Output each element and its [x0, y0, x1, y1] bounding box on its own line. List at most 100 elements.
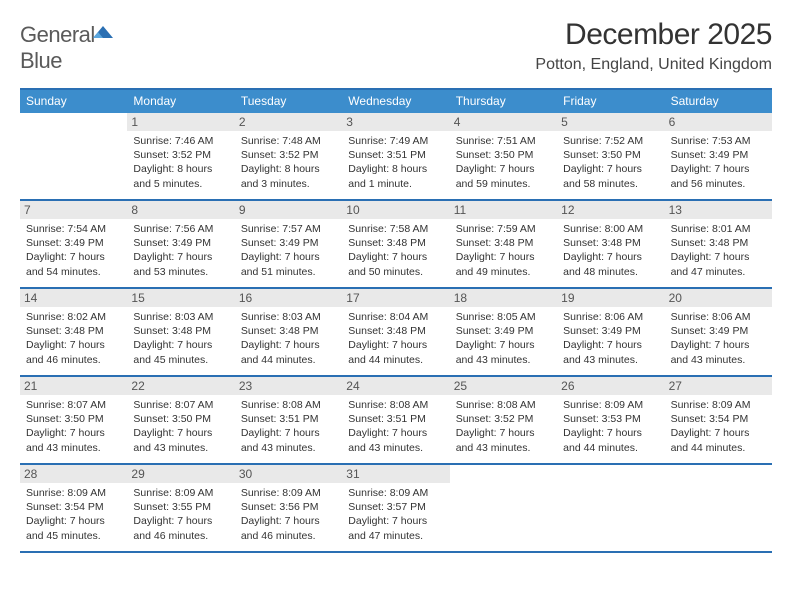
day-cell: 21 Sunrise: 8:07 AMSunset: 3:50 PMDayligh… [20, 377, 127, 463]
sunrise-text: Sunrise: 8:01 AM [671, 222, 766, 236]
day-number: 24 [342, 377, 449, 395]
weekday-header: SundayMondayTuesdayWednesdayThursdayFrid… [20, 90, 772, 113]
daylight-text: Daylight: 7 hours and 46 minutes. [241, 514, 336, 542]
daylight-text: Daylight: 7 hours and 47 minutes. [348, 514, 443, 542]
day-info: Sunrise: 8:06 AMSunset: 3:49 PMDaylight:… [563, 310, 658, 367]
day-cell [557, 465, 664, 551]
day-cell: 1 Sunrise: 7:46 AMSunset: 3:52 PMDaylight… [127, 113, 234, 199]
day-number: 11 [450, 201, 557, 219]
day-number: 14 [20, 289, 127, 307]
day-info: Sunrise: 8:09 AMSunset: 3:53 PMDaylight:… [563, 398, 658, 455]
day-info: Sunrise: 7:48 AMSunset: 3:52 PMDaylight:… [241, 134, 336, 191]
day-number: 21 [20, 377, 127, 395]
sunset-text: Sunset: 3:52 PM [241, 148, 336, 162]
sunset-text: Sunset: 3:52 PM [133, 148, 228, 162]
week-row: 7Sunrise: 7:54 AMSunset: 3:49 PMDaylight… [20, 201, 772, 289]
day-cell: 13Sunrise: 8:01 AMSunset: 3:48 PMDayligh… [665, 201, 772, 287]
daylight-text: Daylight: 8 hours and 5 minutes. [133, 162, 228, 190]
sunrise-text: Sunrise: 8:09 AM [241, 486, 336, 500]
sunrise-text: Sunrise: 8:00 AM [563, 222, 658, 236]
day-info: Sunrise: 8:02 AMSunset: 3:48 PMDaylight:… [26, 310, 121, 367]
sunset-text: Sunset: 3:48 PM [671, 236, 766, 250]
day-cell: 16 Sunrise: 8:03 AMSunset: 3:48 PMDayligh… [235, 289, 342, 375]
sunset-text: Sunset: 3:49 PM [26, 236, 121, 250]
sunrise-text: Sunrise: 8:09 AM [671, 398, 766, 412]
day-number: 9 [235, 201, 342, 219]
sunrise-text: Sunrise: 7:52 AM [563, 134, 658, 148]
day-info: Sunrise: 7:58 AMSunset: 3:48 PMDaylight:… [348, 222, 443, 279]
day-info: Sunrise: 7:52 AMSunset: 3:50 PMDaylight:… [563, 134, 658, 191]
day-info: Sunrise: 7:59 AMSunset: 3:48 PMDaylight:… [456, 222, 551, 279]
sunrise-text: Sunrise: 8:08 AM [456, 398, 551, 412]
day-cell: 28Sunrise: 8:09 AMSunset: 3:54 PMDayligh… [20, 465, 127, 551]
day-info: Sunrise: 7:57 AMSunset: 3:49 PMDaylight:… [241, 222, 336, 279]
day-info: Sunrise: 7:46 AMSunset: 3:52 PMDaylight:… [133, 134, 228, 191]
sunset-text: Sunset: 3:49 PM [456, 324, 551, 338]
day-cell: 3Sunrise: 7:49 AMSunset: 3:51 PMDaylight… [342, 113, 449, 199]
day-info: Sunrise: 7:51 AMSunset: 3:50 PMDaylight:… [456, 134, 551, 191]
day-number: 30 [235, 465, 342, 483]
daylight-text: Daylight: 7 hours and 47 minutes. [671, 250, 766, 278]
day-number: 18 [450, 289, 557, 307]
day-number: 15 [127, 289, 234, 307]
day-number: 4 [450, 113, 557, 131]
daylight-text: Daylight: 7 hours and 51 minutes. [241, 250, 336, 278]
day-info: Sunrise: 8:04 AMSunset: 3:48 PMDaylight:… [348, 310, 443, 367]
daylight-text: Daylight: 7 hours and 44 minutes. [241, 338, 336, 366]
sunset-text: Sunset: 3:49 PM [241, 236, 336, 250]
sunset-text: Sunset: 3:52 PM [456, 412, 551, 426]
daylight-text: Daylight: 7 hours and 43 minutes. [133, 426, 228, 454]
daylight-text: Daylight: 7 hours and 43 minutes. [26, 426, 121, 454]
day-cell: 26 Sunrise: 8:09 AMSunset: 3:53 PMDayligh… [557, 377, 664, 463]
logo-text: General Blue [20, 22, 113, 74]
day-info: Sunrise: 8:05 AMSunset: 3:49 PMDaylight:… [456, 310, 551, 367]
day-info: Sunrise: 8:03 AMSunset: 3:48 PMDaylight:… [133, 310, 228, 367]
day-cell: 15 Sunrise: 8:03 AMSunset: 3:48 PMDayligh… [127, 289, 234, 375]
day-info: Sunrise: 8:09 AMSunset: 3:54 PMDaylight:… [26, 486, 121, 543]
sunrise-text: Sunrise: 7:59 AM [456, 222, 551, 236]
day-cell: 23Sunrise: 8:08 AMSunset: 3:51 PMDayligh… [235, 377, 342, 463]
day-number: 26 [557, 377, 664, 395]
sunrise-text: Sunrise: 7:58 AM [348, 222, 443, 236]
sunrise-text: Sunrise: 8:06 AM [671, 310, 766, 324]
day-number: 25 [450, 377, 557, 395]
day-info: Sunrise: 8:08 AMSunset: 3:51 PMDaylight:… [348, 398, 443, 455]
day-number: 16 [235, 289, 342, 307]
daylight-text: Daylight: 7 hours and 49 minutes. [456, 250, 551, 278]
day-number: 2 [235, 113, 342, 131]
daylight-text: Daylight: 8 hours and 3 minutes. [241, 162, 336, 190]
day-info: Sunrise: 8:07 AMSunset: 3:50 PMDaylight:… [26, 398, 121, 455]
sunset-text: Sunset: 3:48 PM [26, 324, 121, 338]
sunset-text: Sunset: 3:54 PM [671, 412, 766, 426]
sunrise-text: Sunrise: 7:54 AM [26, 222, 121, 236]
day-info: Sunrise: 7:54 AMSunset: 3:49 PMDaylight:… [26, 222, 121, 279]
sunrise-text: Sunrise: 7:57 AM [241, 222, 336, 236]
sunset-text: Sunset: 3:50 PM [563, 148, 658, 162]
page: General Blue December 2025 Potton, Engla… [0, 0, 792, 553]
daylight-text: Daylight: 7 hours and 58 minutes. [563, 162, 658, 190]
weekday-label: Saturday [665, 90, 772, 113]
daylight-text: Daylight: 7 hours and 46 minutes. [26, 338, 121, 366]
day-cell: 18 Sunrise: 8:05 AMSunset: 3:49 PMDayligh… [450, 289, 557, 375]
day-cell: 27Sunrise: 8:09 AMSunset: 3:54 PMDayligh… [665, 377, 772, 463]
sunrise-text: Sunrise: 8:09 AM [133, 486, 228, 500]
daylight-text: Daylight: 7 hours and 43 minutes. [241, 426, 336, 454]
header: General Blue December 2025 Potton, Engla… [20, 18, 772, 74]
week-row: 28Sunrise: 8:09 AMSunset: 3:54 PMDayligh… [20, 465, 772, 553]
weekday-label: Sunday [20, 90, 127, 113]
day-number: 7 [20, 201, 127, 219]
daylight-text: Daylight: 7 hours and 43 minutes. [348, 426, 443, 454]
sunset-text: Sunset: 3:49 PM [563, 324, 658, 338]
weekday-label: Wednesday [342, 90, 449, 113]
day-cell: 22Sunrise: 8:07 AMSunset: 3:50 PMDayligh… [127, 377, 234, 463]
logo-word2: Blue [20, 48, 62, 73]
logo: General Blue [20, 18, 113, 74]
day-number: 22 [127, 377, 234, 395]
day-number: 31 [342, 465, 449, 483]
day-cell: 4 Sunrise: 7:51 AMSunset: 3:50 PMDaylight… [450, 113, 557, 199]
daylight-text: Daylight: 8 hours and 1 minute. [348, 162, 443, 190]
sunset-text: Sunset: 3:48 PM [563, 236, 658, 250]
sunset-text: Sunset: 3:48 PM [456, 236, 551, 250]
day-number: 1 [127, 113, 234, 131]
day-info: Sunrise: 8:03 AMSunset: 3:48 PMDaylight:… [241, 310, 336, 367]
